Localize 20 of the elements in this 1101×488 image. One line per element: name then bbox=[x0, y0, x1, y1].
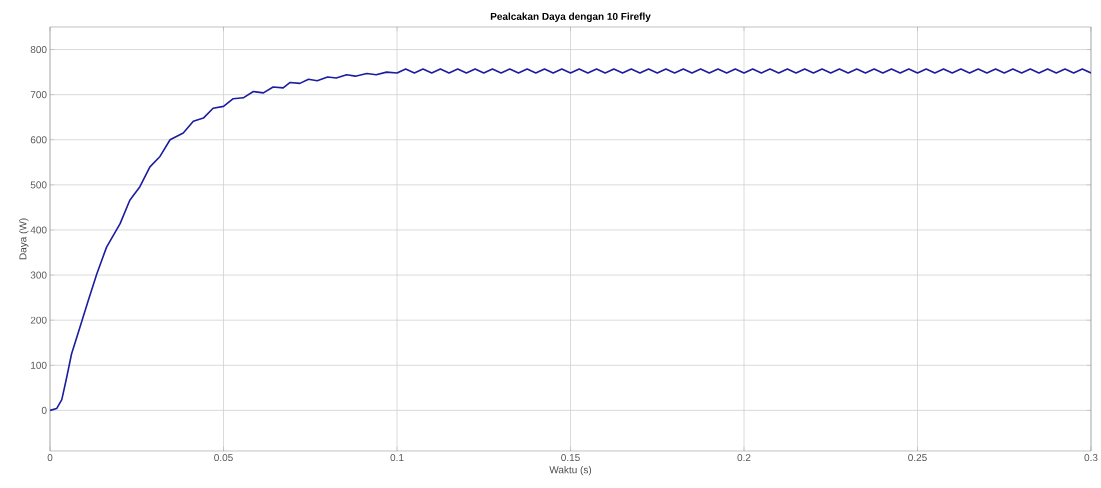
x-tick-label: 0.25 bbox=[908, 454, 927, 462]
x-tick-label: 0.05 bbox=[214, 454, 233, 462]
y-tick-label: 600 bbox=[30, 136, 47, 144]
x-tick-label: 0.15 bbox=[561, 454, 580, 462]
y-tick-label: 200 bbox=[30, 316, 47, 324]
x-tick-label: 0 bbox=[47, 454, 53, 462]
y-tick-label: 400 bbox=[30, 226, 47, 234]
y-tick-label: 500 bbox=[30, 181, 47, 189]
y-tick-label: 0 bbox=[41, 406, 47, 414]
y-tick-label: 100 bbox=[31, 361, 47, 369]
x-tick-label: 0.3 bbox=[1084, 454, 1098, 462]
x-axis-title: Waktu (s) bbox=[549, 465, 592, 476]
line-series bbox=[50, 68, 1091, 412]
y-tick-label: 800 bbox=[30, 46, 47, 54]
x-tick-label: 0.1 bbox=[390, 454, 404, 462]
x-tick-label: 0.2 bbox=[737, 454, 751, 462]
y-tick-label: 300 bbox=[30, 271, 47, 279]
chart-title: Pealcakan Daya dengan 10 Firefly bbox=[490, 12, 651, 22]
y-tick-label: 700 bbox=[30, 91, 47, 99]
y-axis-title: Daya (W) bbox=[19, 218, 29, 260]
